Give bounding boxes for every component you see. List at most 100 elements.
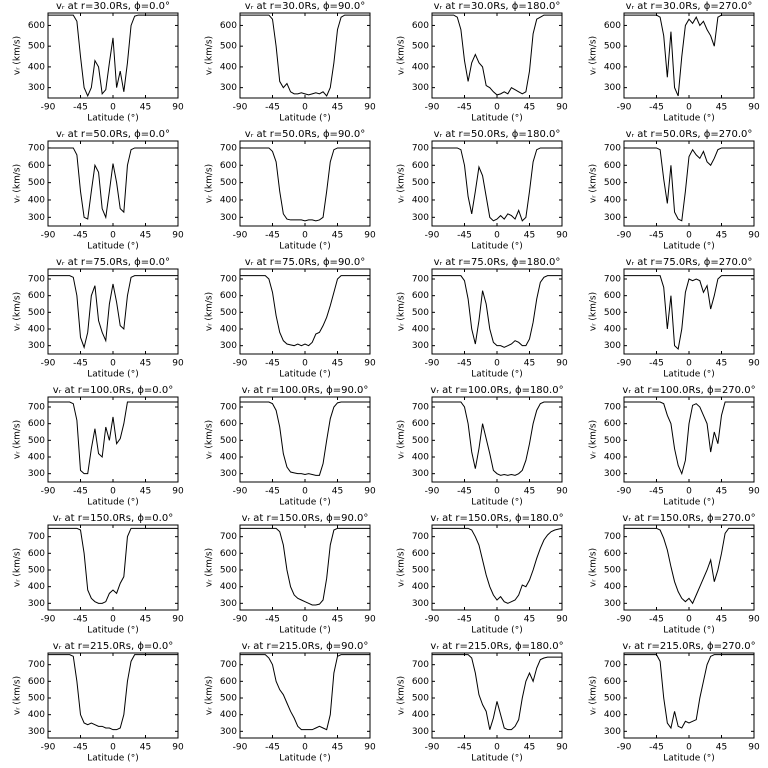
panel: vᵣ at r=75.0Rs, ϕ=270.0° -90 -45 0 45 90 300 40… <box>589 257 760 380</box>
x-tick-label: -45 <box>649 359 664 369</box>
y-tick-label: 500 <box>604 566 621 576</box>
x-tick-label: 45 <box>716 615 727 625</box>
panel: vᵣ at r=50.0Rs, ϕ=0.0° -90 -45 0 45 90 300 400 5… <box>13 129 184 252</box>
data-line <box>48 147 178 220</box>
y-tick-label: 500 <box>412 694 429 704</box>
y-tick-label: 600 <box>220 291 237 301</box>
y-tick-label: 400 <box>412 195 429 205</box>
x-tick-label: 0 <box>494 487 500 497</box>
x-axis-label: Latitude (°) <box>87 370 138 380</box>
y-tick-label: 300 <box>412 83 429 93</box>
plot-frame <box>431 524 563 611</box>
y-tick-label: 400 <box>412 453 429 463</box>
panel-title: vᵣ at r=50.0Rs, ϕ=270.0° <box>626 129 753 140</box>
x-tick-label: 0 <box>110 487 116 497</box>
panel: vᵣ at r=150.0Rs, ϕ=180.0° -90 -45 0 45 90 300 4… <box>397 513 568 636</box>
y-tick-label: 700 <box>28 143 45 153</box>
y-tick-label: 600 <box>412 677 429 687</box>
y-tick-label: 600 <box>28 21 45 31</box>
y-axis-label: vᵣ (km/s) <box>589 164 599 203</box>
y-tick-label: 500 <box>220 436 237 446</box>
panel-title: vᵣ at r=50.0Rs, ϕ=180.0° <box>434 129 561 140</box>
x-tick-label: 45 <box>524 743 535 753</box>
data-line <box>48 14 178 98</box>
y-tick-label: 400 <box>220 62 237 72</box>
y-tick-label: 500 <box>28 436 45 446</box>
x-axis-label: Latitude (°) <box>87 498 138 508</box>
y-tick-label: 500 <box>604 308 621 318</box>
y-tick-label: 500 <box>412 178 429 188</box>
y-tick-label: 400 <box>220 325 237 335</box>
y-tick-label: 400 <box>28 325 45 335</box>
panel: vᵣ at r=75.0Rs, ϕ=180.0° -90 -45 0 45 90 300 40… <box>397 257 568 380</box>
data-line <box>624 527 754 605</box>
y-axis-label: vᵣ (km/s) <box>205 36 215 75</box>
y-axis-label: vᵣ (km/s) <box>589 292 599 331</box>
x-tick-label: 90 <box>172 359 184 369</box>
y-tick-label: 500 <box>412 42 429 52</box>
x-tick-label: 90 <box>556 487 568 497</box>
y-tick-label: 700 <box>604 660 621 670</box>
y-tick-label: 500 <box>28 566 45 576</box>
y-tick-label: 400 <box>412 62 429 72</box>
panel: vᵣ at r=100.0Rs, ϕ=270.0° -90 -45 0 45 90 300 4… <box>589 385 760 508</box>
panel: vᵣ at r=50.0Rs, ϕ=90.0° -90 -45 0 45 90 300 400… <box>205 129 376 252</box>
y-axis-label: vᵣ (km/s) <box>205 164 215 203</box>
x-axis-label: Latitude (°) <box>87 114 138 124</box>
y-tick-label: 400 <box>28 62 45 72</box>
x-tick-label: 0 <box>686 615 692 625</box>
x-tick-label: 0 <box>302 743 308 753</box>
x-tick-label: 45 <box>140 615 151 625</box>
y-tick-label: 700 <box>28 275 45 285</box>
x-tick-label: 0 <box>686 231 692 241</box>
y-tick-label: 600 <box>604 291 621 301</box>
y-tick-label: 300 <box>604 83 621 93</box>
y-tick-label: 400 <box>604 62 621 72</box>
x-axis-label: Latitude (°) <box>663 754 714 764</box>
panel-title: vᵣ at r=150.0Rs, ϕ=180.0° <box>430 513 563 524</box>
data-line <box>432 401 562 476</box>
x-tick-label: 90 <box>364 231 376 241</box>
y-axis-label: vᵣ (km/s) <box>589 420 599 459</box>
y-axis-label: vᵣ (km/s) <box>13 676 23 715</box>
panel-title: vᵣ at r=50.0Rs, ϕ=90.0° <box>245 129 365 140</box>
y-axis-label: vᵣ (km/s) <box>13 164 23 203</box>
y-tick-label: 400 <box>604 710 621 720</box>
y-tick-label: 400 <box>28 195 45 205</box>
y-axis-label: vᵣ (km/s) <box>589 36 599 75</box>
panel: vᵣ at r=75.0Rs, ϕ=0.0° -90 -45 0 45 90 300 400 5… <box>13 257 184 380</box>
x-tick-label: -90 <box>425 231 440 241</box>
y-tick-label: 700 <box>604 403 621 413</box>
panel: vᵣ at r=100.0Rs, ϕ=180.0° -90 -45 0 45 90 300 4… <box>397 385 568 508</box>
x-tick-label: 45 <box>140 231 151 241</box>
x-tick-label: -45 <box>457 103 472 113</box>
x-tick-label: 45 <box>524 487 535 497</box>
x-tick-label: 0 <box>302 359 308 369</box>
x-tick-label: -90 <box>617 231 632 241</box>
y-tick-label: 600 <box>28 291 45 301</box>
y-tick-label: 300 <box>412 341 429 351</box>
plot-frame <box>239 12 371 99</box>
x-tick-label: 90 <box>364 487 376 497</box>
x-tick-label: -90 <box>425 487 440 497</box>
y-tick-label: 300 <box>220 469 237 479</box>
plot-frame <box>239 140 371 227</box>
x-axis-label: Latitude (°) <box>663 370 714 380</box>
y-tick-label: 300 <box>412 727 429 737</box>
x-tick-label: -90 <box>617 359 632 369</box>
x-tick-label: -45 <box>73 615 88 625</box>
x-tick-label: 90 <box>556 103 568 113</box>
y-tick-label: 500 <box>220 308 237 318</box>
y-tick-label: 700 <box>28 660 45 670</box>
panel-title: vᵣ at r=30.0Rs, ϕ=90.0° <box>245 1 365 12</box>
y-tick-label: 300 <box>604 213 621 223</box>
data-line <box>48 654 178 731</box>
x-axis-label: Latitude (°) <box>279 114 330 124</box>
y-tick-label: 600 <box>28 677 45 687</box>
panel-title: vᵣ at r=150.0Rs, ϕ=0.0° <box>53 513 173 524</box>
x-tick-label: 90 <box>364 743 376 753</box>
x-axis-label: Latitude (°) <box>471 498 522 508</box>
panel: vᵣ at r=215.0Rs, ϕ=90.0° -90 -45 0 45 90 300 40… <box>205 641 376 764</box>
y-tick-label: 500 <box>220 694 237 704</box>
y-tick-label: 400 <box>28 453 45 463</box>
